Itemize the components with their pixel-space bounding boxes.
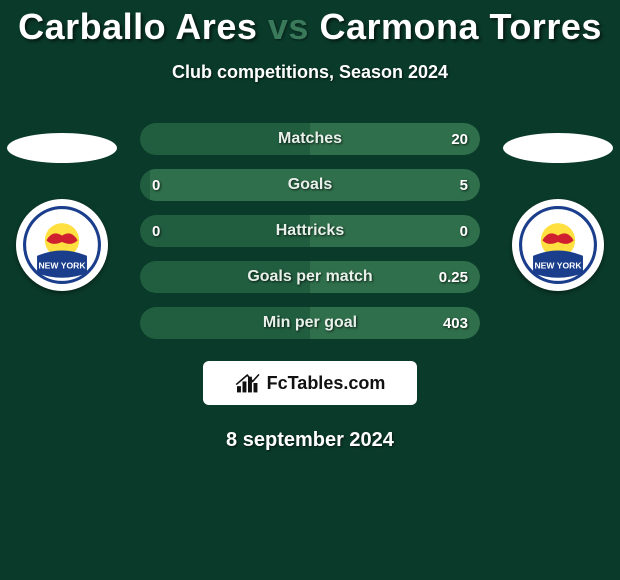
svg-text:NEW YORK: NEW YORK [38, 260, 86, 270]
bar-right-fill [310, 215, 480, 247]
stat-row: 403Min per goal [140, 307, 480, 339]
stat-row: 0.25Goals per match [140, 261, 480, 293]
stat-row: 05Goals [140, 169, 480, 201]
bar-right-fill [310, 123, 480, 155]
svg-text:NEW YORK: NEW YORK [534, 260, 582, 270]
vs-text: vs [268, 6, 309, 47]
left-team-badge: NEW YORK [16, 199, 108, 291]
content-row: NEW YORK 20Matches 05Goals 00Hattricks 0.25… [0, 123, 620, 339]
player2-name: Carmona Torres [319, 6, 601, 47]
right-ellipse-placeholder [503, 133, 613, 163]
bar-left-fill [140, 123, 310, 155]
brand-label: FcTables.com [267, 373, 386, 394]
stat-row: 20Matches [140, 123, 480, 155]
bar-right-fill [310, 307, 480, 339]
left-column: NEW YORK [2, 123, 122, 291]
bar-right-fill [310, 261, 480, 293]
chart-icon [235, 372, 261, 394]
redbull-crest-icon: NEW YORK [519, 206, 597, 284]
comparison-infographic: Carballo Ares vs Carmona Torres Club com… [0, 0, 620, 580]
stat-row: 00Hattricks [140, 215, 480, 247]
right-team-badge: NEW YORK [512, 199, 604, 291]
player1-name: Carballo Ares [18, 6, 257, 47]
bar-left-fill [140, 215, 310, 247]
brand-box: FcTables.com [203, 361, 417, 405]
subtitle: Club competitions, Season 2024 [0, 62, 620, 83]
right-column: NEW YORK [498, 123, 618, 291]
redbull-crest-icon: NEW YORK [23, 206, 101, 284]
bar-left-fill [140, 169, 150, 201]
date-text: 8 september 2024 [0, 429, 620, 452]
stat-bars: 20Matches 05Goals 00Hattricks 0.25Goals per… [140, 123, 480, 339]
bar-left-fill [140, 307, 310, 339]
page-title: Carballo Ares vs Carmona Torres [0, 0, 620, 48]
left-ellipse-placeholder [7, 133, 117, 163]
bar-right-fill [150, 169, 480, 201]
bar-left-fill [140, 261, 310, 293]
